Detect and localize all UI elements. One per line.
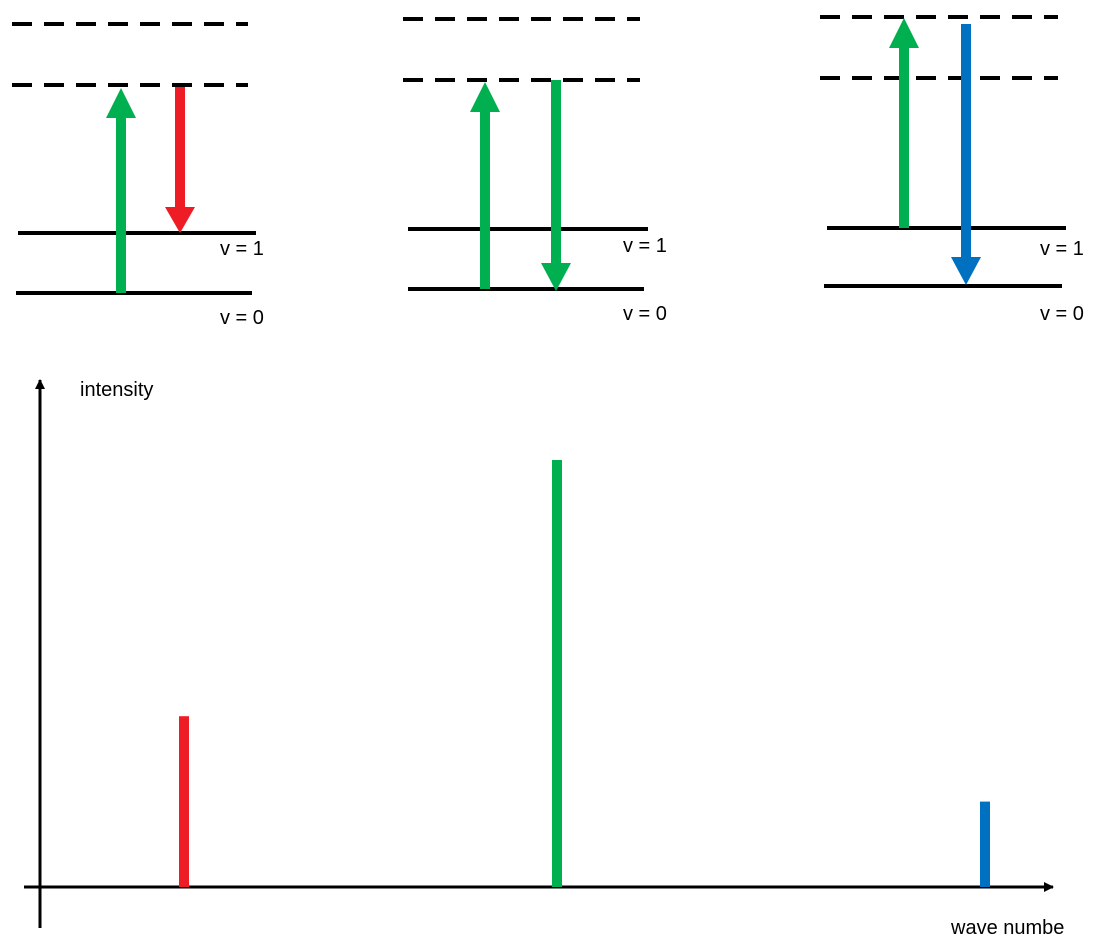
y-axis-label: intensity	[80, 379, 153, 401]
rayleigh-line	[552, 460, 562, 887]
anti-stokes-line	[980, 801, 990, 887]
excitation-arrow	[106, 88, 136, 293]
spectrum-chart: intensity wave numbe	[24, 379, 1064, 939]
excitation-arrow	[470, 82, 500, 289]
panel-stokes: v = 1 v = 0	[12, 22, 264, 329]
level-label-v0: v = 0	[623, 303, 667, 325]
x-axis-label: wave numbe	[950, 917, 1064, 939]
panel-rayleigh: v = 1 v = 0	[403, 17, 667, 325]
excitation-arrow	[889, 18, 919, 228]
anti-stokes-emission-arrow	[951, 24, 981, 285]
level-label-v1: v = 1	[220, 238, 264, 260]
panel-anti-stokes: v = 1 v = 0	[820, 15, 1084, 325]
level-label-v0: v = 0	[220, 307, 264, 329]
stokes-line	[179, 716, 189, 887]
level-label-v1: v = 1	[1040, 238, 1084, 260]
spectrum-bars	[179, 460, 990, 887]
level-label-v1: v = 1	[623, 235, 667, 257]
stokes-emission-arrow	[165, 87, 195, 233]
level-label-v0: v = 0	[1040, 303, 1084, 325]
rayleigh-emission-arrow	[541, 80, 571, 291]
